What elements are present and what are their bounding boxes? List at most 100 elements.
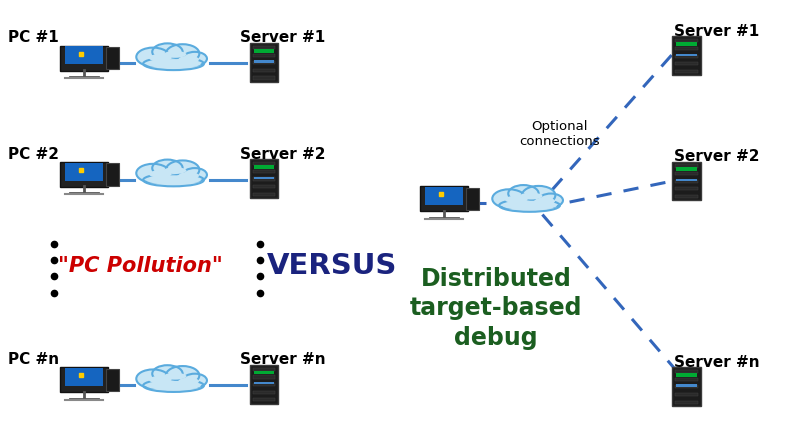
FancyBboxPatch shape	[675, 39, 698, 42]
Circle shape	[152, 365, 182, 382]
FancyBboxPatch shape	[675, 62, 698, 65]
FancyBboxPatch shape	[254, 49, 274, 53]
Text: Distributed
target-based
debug: Distributed target-based debug	[410, 267, 582, 350]
Circle shape	[166, 160, 199, 179]
FancyBboxPatch shape	[253, 177, 275, 181]
Ellipse shape	[534, 198, 555, 205]
FancyBboxPatch shape	[60, 46, 108, 71]
Circle shape	[182, 168, 207, 181]
FancyBboxPatch shape	[675, 55, 698, 58]
FancyBboxPatch shape	[106, 163, 119, 186]
FancyBboxPatch shape	[253, 46, 275, 49]
Circle shape	[538, 194, 563, 207]
FancyBboxPatch shape	[675, 164, 698, 168]
Ellipse shape	[146, 381, 201, 390]
FancyBboxPatch shape	[676, 54, 697, 56]
FancyBboxPatch shape	[672, 367, 701, 406]
Ellipse shape	[146, 175, 201, 185]
FancyBboxPatch shape	[253, 383, 275, 386]
Circle shape	[136, 164, 170, 182]
Circle shape	[166, 366, 199, 385]
Text: PC #2: PC #2	[8, 147, 59, 162]
Ellipse shape	[164, 373, 186, 380]
FancyBboxPatch shape	[253, 398, 275, 401]
Ellipse shape	[143, 379, 204, 392]
Circle shape	[152, 43, 182, 60]
Ellipse shape	[149, 376, 172, 384]
FancyBboxPatch shape	[253, 368, 275, 371]
Text: Server #2: Server #2	[674, 149, 760, 164]
Circle shape	[522, 186, 555, 205]
FancyBboxPatch shape	[675, 393, 698, 396]
FancyBboxPatch shape	[675, 187, 698, 190]
Ellipse shape	[178, 56, 199, 63]
Text: Optional
connections: Optional connections	[520, 120, 600, 148]
Circle shape	[492, 189, 526, 208]
FancyBboxPatch shape	[675, 401, 698, 404]
FancyBboxPatch shape	[254, 177, 274, 179]
FancyBboxPatch shape	[420, 186, 468, 211]
Text: Server #1: Server #1	[674, 24, 760, 39]
Ellipse shape	[146, 59, 201, 68]
Ellipse shape	[143, 173, 204, 186]
FancyBboxPatch shape	[254, 165, 274, 169]
Ellipse shape	[505, 196, 528, 203]
FancyBboxPatch shape	[253, 375, 275, 379]
FancyBboxPatch shape	[675, 180, 698, 183]
Text: "PC Pollution": "PC Pollution"	[58, 256, 222, 276]
FancyBboxPatch shape	[676, 373, 697, 376]
FancyBboxPatch shape	[253, 170, 275, 173]
Ellipse shape	[502, 201, 557, 210]
FancyBboxPatch shape	[65, 46, 103, 64]
FancyBboxPatch shape	[253, 76, 275, 80]
FancyBboxPatch shape	[254, 371, 274, 374]
FancyBboxPatch shape	[106, 369, 119, 391]
FancyBboxPatch shape	[425, 187, 463, 205]
FancyBboxPatch shape	[253, 69, 275, 72]
Circle shape	[508, 185, 538, 202]
Text: PC #1: PC #1	[8, 30, 58, 46]
FancyBboxPatch shape	[60, 367, 108, 392]
FancyBboxPatch shape	[65, 163, 103, 181]
FancyBboxPatch shape	[250, 159, 278, 198]
Ellipse shape	[143, 57, 204, 70]
Ellipse shape	[178, 172, 199, 179]
FancyBboxPatch shape	[675, 378, 698, 381]
FancyBboxPatch shape	[675, 385, 698, 388]
Circle shape	[182, 374, 207, 387]
FancyBboxPatch shape	[254, 60, 274, 63]
Circle shape	[136, 369, 170, 388]
Ellipse shape	[149, 54, 172, 62]
FancyBboxPatch shape	[676, 384, 697, 387]
Text: Server #n: Server #n	[674, 355, 760, 370]
FancyBboxPatch shape	[676, 179, 697, 181]
FancyBboxPatch shape	[675, 47, 698, 50]
FancyBboxPatch shape	[253, 61, 275, 64]
FancyBboxPatch shape	[676, 168, 697, 171]
Circle shape	[166, 44, 199, 63]
Ellipse shape	[149, 170, 172, 178]
Ellipse shape	[499, 199, 560, 212]
Text: Server #1: Server #1	[240, 30, 326, 46]
Ellipse shape	[164, 167, 186, 174]
FancyBboxPatch shape	[672, 161, 701, 200]
FancyBboxPatch shape	[253, 185, 275, 188]
FancyBboxPatch shape	[60, 162, 108, 187]
FancyBboxPatch shape	[253, 162, 275, 165]
FancyBboxPatch shape	[250, 43, 278, 82]
FancyBboxPatch shape	[676, 42, 697, 46]
FancyBboxPatch shape	[253, 54, 275, 57]
Circle shape	[136, 47, 170, 66]
Text: Server #n: Server #n	[240, 352, 326, 367]
FancyBboxPatch shape	[675, 70, 698, 73]
Ellipse shape	[164, 51, 186, 58]
FancyBboxPatch shape	[254, 382, 274, 384]
Circle shape	[182, 52, 207, 65]
FancyBboxPatch shape	[253, 391, 275, 394]
FancyBboxPatch shape	[253, 193, 275, 196]
Text: VERSUS: VERSUS	[267, 252, 397, 280]
FancyBboxPatch shape	[675, 195, 698, 198]
Ellipse shape	[178, 378, 199, 385]
Circle shape	[152, 160, 182, 177]
FancyBboxPatch shape	[672, 37, 701, 75]
